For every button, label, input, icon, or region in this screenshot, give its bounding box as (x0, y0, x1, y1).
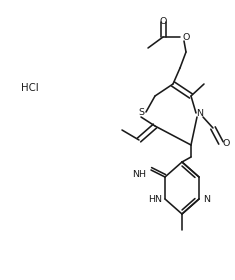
Text: N: N (196, 109, 204, 118)
Text: HN: HN (148, 195, 162, 204)
Text: N: N (204, 195, 211, 204)
Text: O: O (159, 17, 167, 25)
Text: S: S (138, 108, 144, 116)
Text: O: O (222, 139, 230, 148)
Text: O: O (182, 32, 190, 41)
Text: HCl: HCl (21, 83, 39, 93)
Text: NH: NH (132, 169, 146, 179)
